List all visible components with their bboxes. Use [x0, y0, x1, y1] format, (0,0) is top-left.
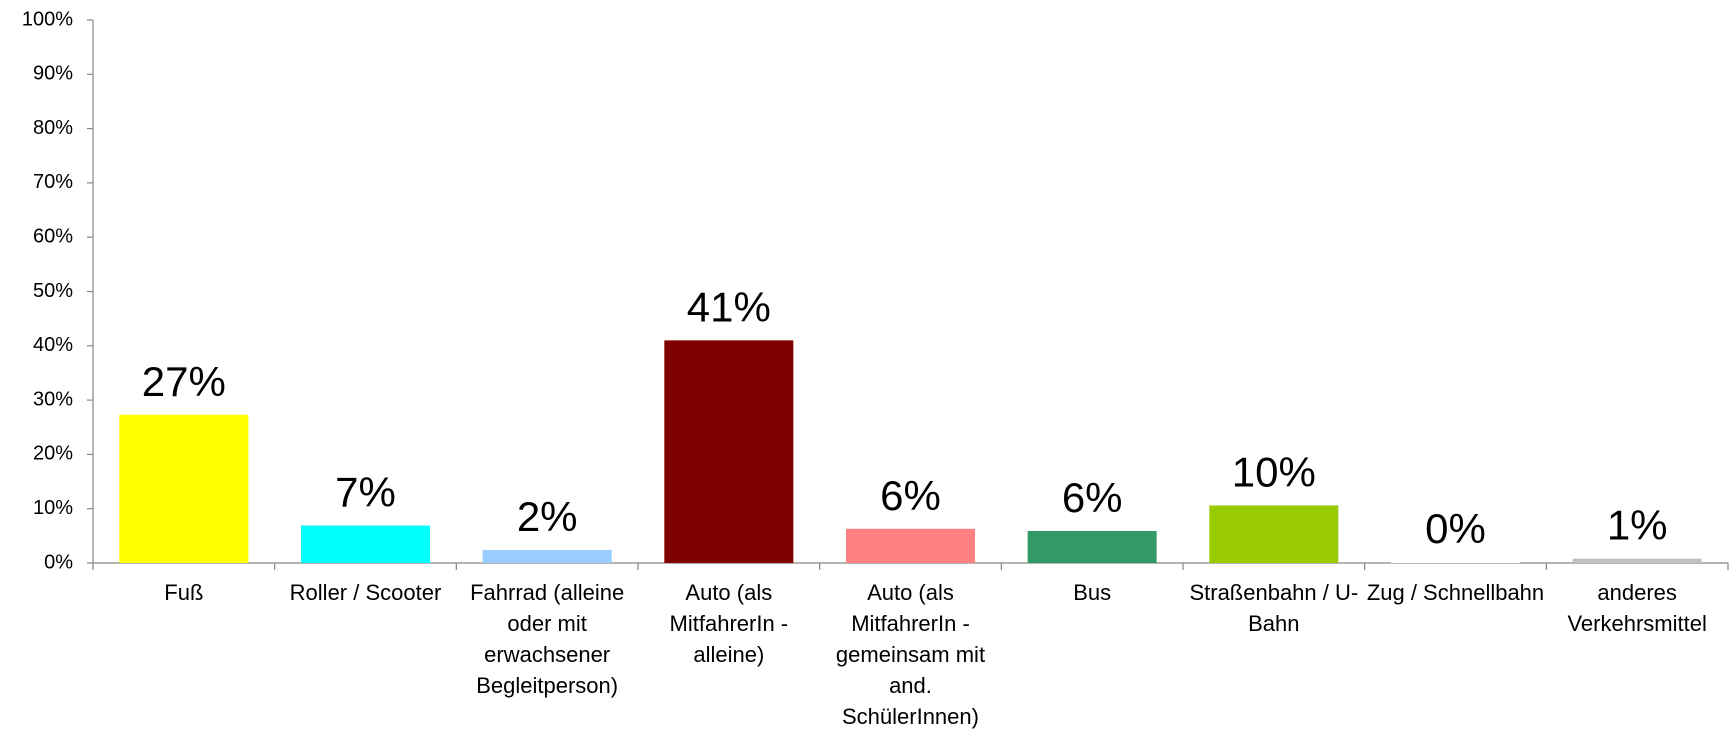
x-tick-label: Straßenbahn / U-Bahn	[1189, 580, 1359, 636]
bar	[301, 525, 430, 563]
bar	[482, 549, 612, 563]
value-label: 0%	[1425, 505, 1486, 552]
y-tick-label: 30%	[33, 388, 73, 410]
y-tick-label: 0%	[44, 551, 73, 573]
y-tick-label: 50%	[33, 280, 73, 302]
y-tick-label: 100%	[22, 8, 73, 30]
x-tick-label: Roller / Scooter	[289, 580, 442, 605]
bar	[846, 528, 975, 563]
x-tick-label: Fuß	[164, 580, 204, 605]
bar	[1209, 505, 1339, 563]
value-label: 10%	[1232, 449, 1316, 496]
bar	[1391, 561, 1520, 563]
y-tick-label: 70%	[33, 171, 73, 193]
y-tick-label: 20%	[33, 443, 73, 465]
value-label: 6%	[1062, 474, 1123, 521]
x-tick-label: Bus	[1073, 580, 1112, 605]
bar	[664, 340, 794, 563]
value-label: 6%	[880, 472, 941, 519]
bar	[1572, 558, 1702, 563]
value-label: 41%	[687, 283, 771, 330]
x-tick-label: anderes Verkehrsmittel	[1567, 580, 1707, 636]
y-tick-label: 90%	[33, 63, 73, 85]
y-tick-label: 40%	[33, 334, 73, 356]
bar	[1027, 530, 1157, 563]
x-tick-label: Fahrrad (alleine oder mit erwachsener Be…	[470, 580, 625, 698]
y-tick-label: 60%	[33, 225, 73, 247]
y-tick-label: 10%	[33, 497, 73, 519]
bar	[119, 414, 249, 563]
value-label: 1%	[1607, 502, 1668, 549]
value-label: 2%	[517, 493, 578, 540]
x-tick-label: Auto (als MitfahrerIn - gemeinsam mit an…	[835, 580, 986, 729]
y-tick-label: 80%	[33, 117, 73, 139]
value-label: 27%	[142, 358, 226, 405]
x-tick-label: Auto (als MitfahrerIn - alleine)	[669, 580, 789, 667]
value-label: 7%	[335, 469, 396, 516]
x-tick-label: Zug / Schnellbahn	[1366, 580, 1545, 605]
